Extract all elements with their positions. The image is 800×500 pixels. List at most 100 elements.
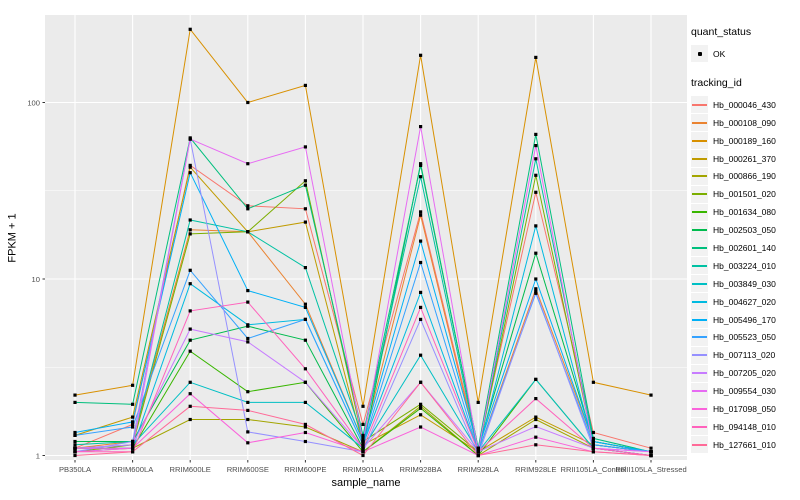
quant-status-legend-title: quant_status [691, 26, 752, 38]
legend-item-label: Hb_005496_170 [713, 314, 776, 325]
legend-key-line [691, 364, 708, 382]
legend-item: Hb_000866_190 [691, 167, 800, 185]
legend-key-line [691, 311, 708, 329]
legend-item-label: Hb_007113_020 [713, 350, 776, 361]
legend-item: Hb_005496_170 [691, 311, 800, 329]
legend-key-line [691, 382, 708, 400]
legend-item: Hb_000108_090 [691, 114, 800, 132]
legend-item: Hb_007205_020 [691, 364, 800, 382]
legend-key-line [691, 114, 708, 132]
legend-item-label: Hb_127661_010 [713, 439, 776, 450]
legend-item-label: Hb_000108_090 [713, 117, 776, 128]
legend-item-label: Hb_003849_030 [713, 278, 776, 289]
series-color-swatch [692, 157, 707, 160]
legend-item-label: Hb_002601_140 [713, 242, 776, 253]
svg-text:RRIM600SE: RRIM600SE [227, 465, 269, 474]
series-color-swatch [692, 372, 707, 375]
legend-item: Hb_005523_050 [691, 328, 800, 346]
legend-item: Hb_000261_370 [691, 150, 800, 168]
legend-item-label: Hb_004627_020 [713, 296, 776, 307]
svg-text:RRIM600LE: RRIM600LE [170, 465, 211, 474]
legend-key-line [691, 185, 708, 203]
legend-key-line [691, 346, 708, 364]
svg-text:10: 10 [32, 275, 40, 284]
series-color-swatch [692, 300, 707, 303]
legend-item: Hb_003224_010 [691, 257, 800, 275]
legend-item: Hb_000189_160 [691, 132, 800, 150]
legend-key-line [691, 400, 708, 418]
legend-item-label: Hb_000261_370 [713, 153, 776, 164]
legend-item: Hb_007113_020 [691, 346, 800, 364]
svg-text:RRIM928BA: RRIM928BA [399, 465, 442, 474]
series-color-swatch [692, 390, 707, 393]
legend-item: Hb_127661_010 [691, 436, 800, 454]
legend-key-line [691, 418, 708, 436]
legend-item: Hb_001501_020 [691, 185, 800, 203]
series-color-swatch [692, 264, 707, 267]
legend-key-line [691, 239, 708, 257]
legend-key-line [691, 167, 708, 185]
series-color-swatch [692, 282, 707, 285]
series-color-swatch [692, 246, 707, 249]
y-axis-title: FPKM + 1 [7, 212, 19, 263]
point-glyph-icon [697, 51, 702, 56]
series-color-swatch [692, 193, 707, 196]
svg-text:RRIM928LE: RRIM928LE [515, 465, 556, 474]
legend-item: Hb_002503_050 [691, 221, 800, 239]
legend-key-box [691, 45, 708, 63]
legend-key-line [691, 257, 708, 275]
legend-key-line [691, 132, 708, 150]
legend-item-label: Hb_001634_080 [713, 207, 776, 218]
legend-key-line [691, 293, 708, 311]
tracking-id-legend-title: tracking_id [691, 76, 742, 89]
y-axis-title-container: FPKM + 1 [0, 15, 26, 460]
svg-text:1: 1 [36, 451, 40, 460]
legend-item: Hb_001634_080 [691, 203, 800, 221]
legend: quant_status OK tracking_id Hb_000046_43… [691, 0, 800, 454]
x-axis-title: sample_name [331, 477, 401, 489]
series-color-swatch [692, 211, 707, 214]
legend-item-label: Hb_000189_160 [713, 135, 776, 146]
legend-item-label: Hb_009554_030 [713, 386, 776, 397]
series-color-swatch [692, 139, 707, 142]
legend-key-line [691, 150, 708, 167]
legend-key-line [691, 96, 708, 114]
legend-item-label: Hb_005523_050 [713, 332, 776, 343]
legend-item: Hb_004627_020 [691, 293, 800, 311]
legend-item-label: Hb_017098_050 [713, 403, 776, 414]
svg-text:RRII105LA_Stressed: RRII105LA_Stressed [615, 465, 686, 474]
series-color-swatch [692, 443, 707, 446]
legend-item-label: Hb_007205_020 [713, 368, 776, 379]
quant-status-legend-item: OK [691, 45, 800, 63]
series-color-swatch [692, 318, 707, 321]
legend-key-line [691, 221, 708, 239]
plot-area: PB350LA RRIM600LA RRIM600LE RRIM600SE RRIM60… [27, 15, 687, 474]
svg-text:RRIM901LA: RRIM901LA [342, 465, 384, 474]
legend-item: Hb_003849_030 [691, 275, 800, 293]
series-color-swatch [692, 175, 707, 178]
series-color-swatch [692, 121, 707, 124]
legend-item-label: Hb_002503_050 [713, 225, 776, 236]
quant-status-ok-label: OK [713, 48, 726, 59]
legend-item: Hb_002601_140 [691, 239, 800, 257]
legend-key-line [691, 328, 708, 346]
legend-item: Hb_094148_010 [691, 418, 800, 436]
tracking-id-legend-list: Hb_000046_430 Hb_000108_090 Hb_000189_160 H… [691, 96, 800, 454]
legend-key-line [691, 436, 708, 454]
series-color-swatch [692, 354, 707, 357]
svg-text:RRII105LA_Control: RRII105LA_Control [560, 465, 626, 474]
legend-item-label: Hb_094148_010 [713, 421, 776, 432]
legend-item: Hb_000046_430 [691, 96, 800, 114]
series-color-swatch [692, 336, 707, 339]
series-color-swatch [692, 229, 707, 232]
legend-item: Hb_017098_050 [691, 400, 800, 418]
legend-key-line [691, 275, 708, 293]
legend-item-label: Hb_000046_430 [713, 99, 776, 110]
legend-item: Hb_009554_030 [691, 382, 800, 400]
series-color-swatch [692, 407, 707, 410]
svg-text:RRIM600PE: RRIM600PE [284, 465, 326, 474]
svg-text:100: 100 [27, 98, 40, 107]
svg-text:RRIM600LA: RRIM600LA [112, 465, 154, 474]
svg-text:RRIM928LA: RRIM928LA [458, 465, 500, 474]
